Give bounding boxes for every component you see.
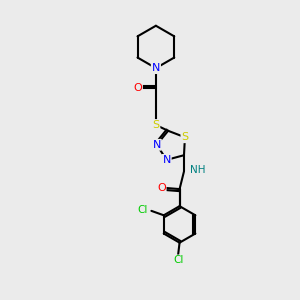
- Text: S: S: [182, 132, 188, 142]
- Text: O: O: [157, 183, 166, 193]
- Text: S: S: [152, 120, 160, 130]
- Text: NH: NH: [190, 165, 206, 175]
- Text: N: N: [153, 140, 161, 150]
- Text: O: O: [133, 83, 142, 93]
- Text: N: N: [152, 63, 160, 73]
- Text: Cl: Cl: [137, 205, 148, 215]
- Text: Cl: Cl: [173, 255, 183, 265]
- Text: N: N: [162, 155, 171, 165]
